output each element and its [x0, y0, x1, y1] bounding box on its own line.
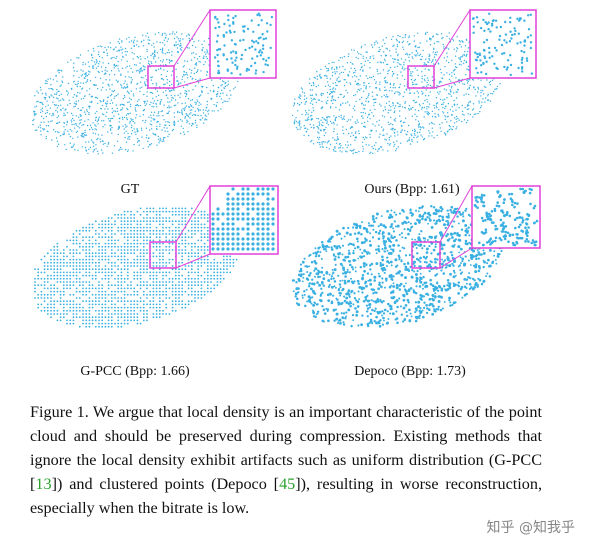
citation-link[interactable]: 13: [35, 475, 52, 493]
zoom-region-box: [147, 65, 175, 89]
panel-label-depoco: Depoco (Bpp: 1.73): [354, 364, 466, 379]
car-point-cloud-gpcc: [34, 185, 279, 328]
zoom-inset-box: [209, 9, 277, 79]
panel-gt: [30, 8, 290, 178]
watermark: 知乎 @知我乎: [486, 520, 575, 536]
panel-label-gpcc: G-PCC (Bpp: 1.66): [80, 364, 190, 379]
zoom-connector-line: [433, 77, 471, 89]
panel-depoco: [292, 182, 552, 362]
zoom-region-box: [407, 65, 435, 89]
panel-ours: [292, 8, 552, 178]
zoom-inset-box: [469, 9, 537, 79]
figure-caption: Figure 1. We argue that local density is…: [30, 400, 542, 520]
citation-link[interactable]: 45: [279, 475, 296, 493]
caption-prefix: Figure 1.: [30, 403, 89, 421]
zoom-connector-line: [433, 9, 471, 67]
zoom-connector-line: [439, 185, 473, 243]
panel-gpcc: [30, 182, 290, 362]
zoom-connector-line: [173, 9, 211, 67]
panel-label-ours: Ours (Bpp: 1.61): [364, 182, 460, 197]
zoom-connector-line: [439, 247, 473, 269]
panel-label-gt: GT: [120, 182, 140, 197]
zoom-region-box: [411, 241, 441, 269]
caption-text-1: We argue that local density is an import…: [30, 403, 542, 493]
car-point-cloud-gt: [32, 9, 277, 155]
zoom-connector-line: [173, 77, 211, 89]
zoom-region-box: [149, 241, 177, 269]
car-point-cloud-depoco: [292, 185, 541, 328]
caption-text-2: ]) and clustered points (Depoco [: [51, 475, 280, 493]
zoom-connector-line: [175, 185, 211, 243]
car-point-cloud-ours: [292, 9, 537, 155]
zoom-connector-line: [175, 253, 211, 269]
caption-text-3: ]), resulting in worse reconstruction, e…: [30, 475, 543, 517]
